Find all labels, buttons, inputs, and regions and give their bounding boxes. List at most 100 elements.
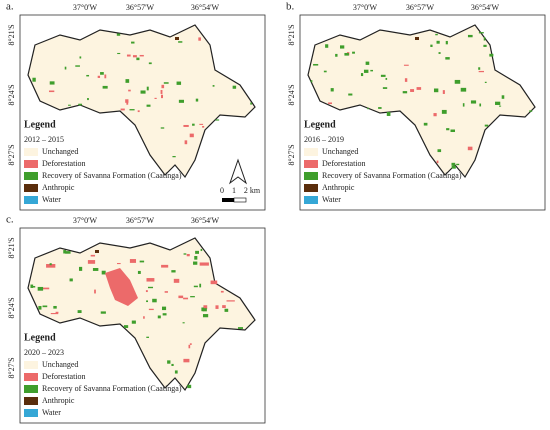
deforestation-patch <box>199 262 209 266</box>
legend-item: Unchanged <box>322 147 358 156</box>
recovery-patch <box>436 40 440 44</box>
deforestation-patch <box>46 264 56 268</box>
legend-swatch <box>24 373 38 381</box>
recovery-patch <box>92 268 99 271</box>
recovery-patch <box>146 104 151 107</box>
legend-period: 2016 – 2019 <box>304 135 344 144</box>
recovery-patch <box>430 44 433 47</box>
deforestation-patch <box>161 264 169 268</box>
recovery-patch <box>352 51 355 54</box>
deforestation-patch <box>129 259 137 263</box>
legend-swatch <box>24 385 38 393</box>
latitude-label: 8°21'S <box>7 237 16 258</box>
recovery-patch <box>193 285 198 288</box>
recovery-patch <box>478 32 484 34</box>
deforestation-patch <box>173 278 180 283</box>
recovery-patch <box>495 101 501 105</box>
map-panel: Legend 2020 – 2023 Unchanged Deforestation R… <box>19 227 266 424</box>
legend-item: Recovery of Savanna Formation (Caatinga) <box>322 171 462 180</box>
legend-swatch <box>24 160 38 168</box>
scale-label: 0 <box>220 186 224 195</box>
recovery-patch <box>171 270 176 273</box>
recovery-patch <box>378 107 382 109</box>
deforestation-patch <box>202 125 205 128</box>
recovery-patch <box>423 122 428 126</box>
recovery-patch <box>148 62 152 65</box>
deforestation-patch <box>188 344 191 349</box>
recovery-patch <box>117 52 121 55</box>
deforestation-patch <box>161 84 165 89</box>
recovery-patch <box>335 53 338 57</box>
recovery-patch <box>215 119 220 121</box>
recovery-patch <box>172 156 176 158</box>
recovery-patch <box>451 162 456 166</box>
panel-label: b. <box>286 1 295 13</box>
recovery-patch <box>87 98 89 101</box>
recovery-patch <box>478 67 481 70</box>
recovery-patch <box>190 296 195 298</box>
deforestation-patch <box>116 263 121 265</box>
recovery-patch <box>42 305 48 308</box>
recovery-patch <box>380 74 386 77</box>
recovery-patch <box>176 81 182 85</box>
legend-swatch <box>304 160 318 168</box>
recovery-patch <box>137 270 141 274</box>
recovery-patch <box>446 128 450 131</box>
deforestation-patch <box>215 305 219 309</box>
deforestation-patch <box>184 140 188 145</box>
recovery-patch <box>237 327 244 329</box>
longitude-label: 37°0'W <box>353 3 378 12</box>
recovery-patch <box>53 305 57 309</box>
recovery-patch <box>192 123 195 126</box>
anthropic-patch <box>95 250 99 253</box>
recovery-patch <box>212 85 215 87</box>
recovery-patch <box>101 270 106 275</box>
deforestation-patch <box>120 108 125 111</box>
recovery-patch <box>200 248 203 252</box>
deforestation-patch <box>97 75 101 78</box>
recovery-patch <box>195 98 199 102</box>
recovery-patch <box>146 86 149 91</box>
recovery-patch <box>129 109 135 111</box>
recovery-patch <box>202 314 209 318</box>
deforestation-patch <box>146 278 155 282</box>
north-arrow <box>228 158 248 185</box>
recovery-patch <box>483 44 487 47</box>
deforestation-patch <box>137 110 140 113</box>
study-area <box>307 24 536 179</box>
recovery-patch <box>163 82 169 84</box>
deforestation-area <box>105 268 138 306</box>
deforestation-patch <box>328 102 332 105</box>
recovery-patch <box>344 52 349 56</box>
recovery-patch <box>467 34 473 38</box>
recovery-patch <box>365 61 370 65</box>
deforestation-patch <box>189 133 194 138</box>
recovery-patch <box>68 104 71 106</box>
recovery-patch <box>339 45 345 49</box>
map-panel: Legend 2016 – 2019 Unchanged Deforestation R… <box>299 14 546 211</box>
recovery-patch <box>199 283 202 288</box>
anthropic-patch <box>175 37 179 40</box>
recovery-patch <box>483 37 486 41</box>
scale-bar-white <box>233 197 247 203</box>
recovery-patch <box>330 88 334 92</box>
deforestation-patch <box>55 311 59 314</box>
latitude-label: 8°21'S <box>287 24 296 45</box>
longitude-label: 37°0'W <box>73 3 98 12</box>
recovery-patch <box>157 315 161 319</box>
legend-item: Unchanged <box>42 360 78 369</box>
latitude-label: 8°24'S <box>287 84 296 105</box>
map-panel: Legend 2012 – 2015 Unchanged Deforestation R… <box>19 14 266 211</box>
recovery-patch <box>224 308 229 312</box>
deforestation-patch <box>433 113 437 117</box>
recovery-patch <box>489 53 494 57</box>
deforestation-patch <box>87 260 96 264</box>
legend-title: Legend <box>24 332 56 343</box>
deforestation-patch <box>416 87 422 90</box>
recovery-patch <box>116 33 121 36</box>
recovery-patch <box>451 165 456 169</box>
legend-swatch <box>24 184 38 192</box>
legend-item: Water <box>42 408 61 417</box>
legend-item: Unchanged <box>42 147 78 156</box>
recovery-patch <box>202 308 207 312</box>
